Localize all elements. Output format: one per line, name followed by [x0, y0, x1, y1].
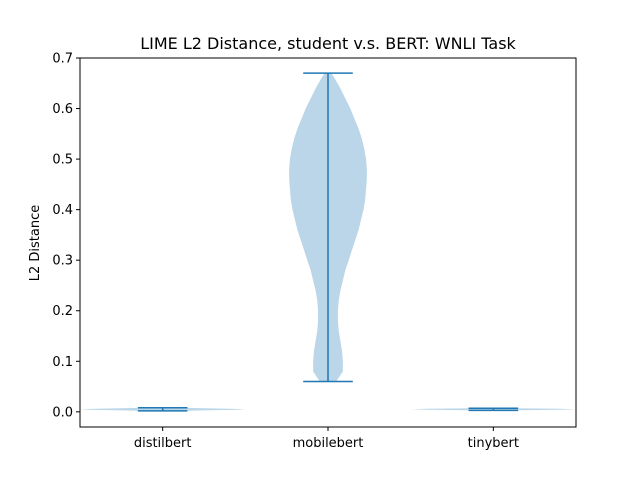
x-tick-label: tinybert — [468, 436, 519, 451]
x-tick-label: mobilebert — [293, 436, 364, 451]
y-tick-label: 0.2 — [52, 304, 73, 319]
chart-title: LIME L2 Distance, student v.s. BERT: WNL… — [140, 34, 516, 53]
y-tick-label: 0.6 — [52, 102, 73, 117]
x-tick-label: distilbert — [134, 436, 192, 451]
plot-area: 0.0 0.1 0.2 0.3 0.4 0.5 0.6 0.7 distilbert mobile… — [52, 52, 577, 451]
y-tick-label: 0.4 — [52, 203, 73, 218]
y-tick-label: 0.3 — [52, 254, 73, 269]
y-tick-label: 0.1 — [52, 355, 73, 370]
y-axis-label: L2 Distance — [28, 205, 43, 282]
y-tick-label: 0.7 — [52, 52, 73, 67]
y-tick-label: 0.0 — [52, 405, 73, 420]
y-tick-label: 0.5 — [52, 153, 73, 168]
